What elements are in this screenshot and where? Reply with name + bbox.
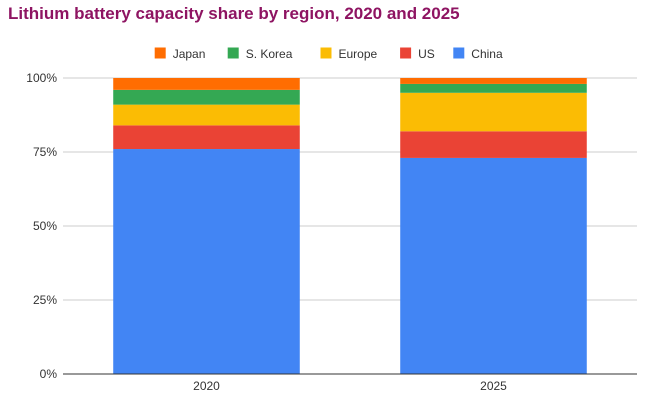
x-axis-ticks: 2020 2025 xyxy=(193,379,507,393)
x-tick-label-2025: 2025 xyxy=(480,379,507,393)
bar-2020-japan xyxy=(113,78,300,90)
bars xyxy=(113,78,587,374)
bar-2020-europe xyxy=(113,104,300,126)
y-tick-label-25: 25% xyxy=(33,293,57,307)
legend-swatch-china xyxy=(453,47,465,59)
legend-swatch-europe xyxy=(320,47,332,59)
bar-2025-s-korea xyxy=(400,83,587,93)
bar-2025-japan xyxy=(400,78,587,84)
legend: Japan S. Korea Europe US China xyxy=(154,47,503,61)
y-tick-label-50: 50% xyxy=(33,219,57,233)
bar-2025-china xyxy=(400,157,587,374)
bar-2020-us xyxy=(113,125,300,150)
bar-2020-china xyxy=(113,149,300,374)
y-tick-label-75: 75% xyxy=(33,145,57,159)
y-axis-ticks: 0% 25% 50% 75% 100% xyxy=(26,71,57,381)
legend-label-us: US xyxy=(418,47,435,61)
y-tick-label-100: 100% xyxy=(26,71,57,85)
legend-label-japan: Japan xyxy=(173,47,206,61)
bar-2020-s-korea xyxy=(113,89,300,105)
bar-2025-europe xyxy=(400,92,587,132)
legend-swatch-us xyxy=(400,47,412,59)
y-tick-label-0: 0% xyxy=(40,367,58,381)
legend-swatch-japan xyxy=(154,47,166,59)
legend-swatch-s-korea xyxy=(227,47,239,59)
legend-label-s-korea: S. Korea xyxy=(246,47,293,61)
chart-title: Lithium battery capacity share by region… xyxy=(8,4,460,23)
x-tick-label-2020: 2020 xyxy=(193,379,220,393)
legend-label-china: China xyxy=(471,47,503,61)
bar-2025-us xyxy=(400,131,587,158)
legend-label-europe: Europe xyxy=(339,47,378,61)
